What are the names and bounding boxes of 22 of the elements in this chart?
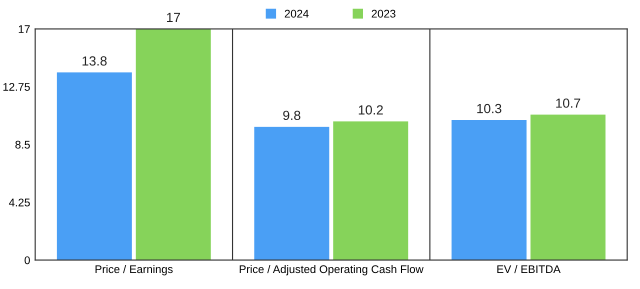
x-tick-label: EV / EBITDA [497, 264, 561, 274]
y-tick-label: 0 [24, 256, 30, 264]
bar [530, 114, 606, 260]
data-label: 13.8 [82, 56, 107, 66]
x-tick-label: Price / Adjusted Operating Cash Flow [240, 264, 424, 276]
bar [56, 72, 132, 260]
bar [136, 28, 211, 260]
y-tick-label: 17 [18, 25, 30, 33]
y-tick-label: 8.5 [15, 140, 30, 149]
y-tick-label: 12.75 [3, 82, 30, 91]
data-label: 10.2 [358, 105, 383, 115]
bar [452, 120, 527, 260]
x-tick-label: Price / Earnings [96, 264, 173, 276]
data-label: 10.3 [477, 104, 502, 114]
data-label: 9.8 [283, 110, 300, 120]
legend-label: 2024 [284, 10, 309, 18]
y-tick-label: 4.25 [8, 198, 30, 206]
bar [254, 126, 330, 260]
legend-label: 2023 [372, 10, 396, 18]
data-label: 17 [167, 12, 180, 22]
data-label: 10.7 [556, 98, 580, 108]
bar [333, 121, 408, 260]
